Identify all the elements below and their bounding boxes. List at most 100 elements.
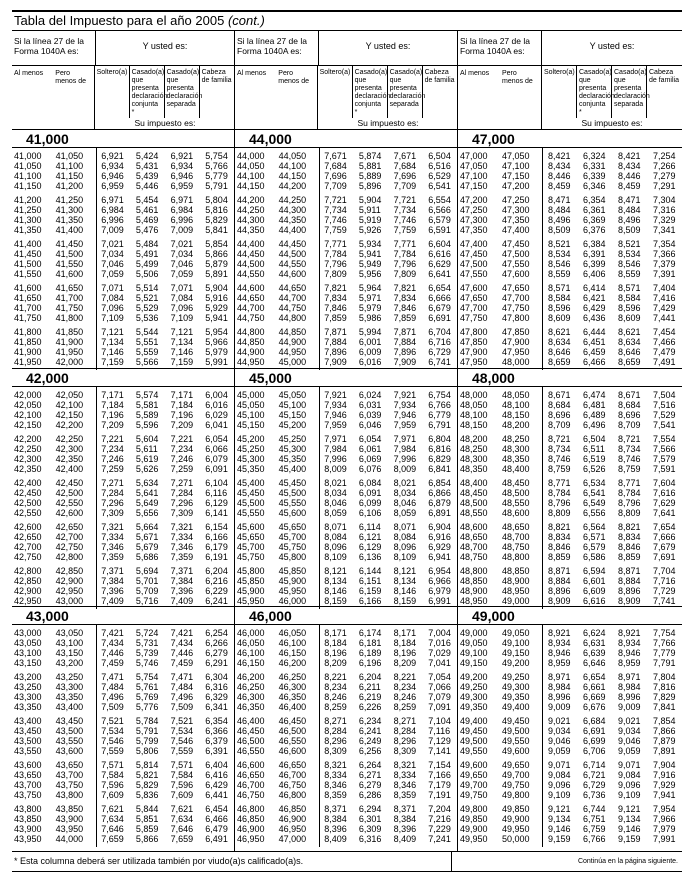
tax-head-of-household: 7,891 — [653, 746, 676, 756]
col-at-least: Al menos — [237, 70, 267, 77]
tax-married-separate: 7,334 — [170, 531, 194, 542]
but-less: 46,500 — [278, 726, 307, 736]
at-least: 47,900 — [460, 347, 488, 357]
table-row: 45,700 45,750 8,096 6,129 8,096 6,929 — [235, 542, 457, 552]
tax-married-separate: 7,121 — [170, 327, 194, 337]
tax-married-joint: 6,046 — [358, 419, 382, 430]
table-row: 41,600 41,650 7,071 5,514 7,071 5,904 — [12, 283, 234, 293]
but-less: 48,900 — [502, 575, 530, 586]
tax-single: 7,084 — [101, 293, 124, 303]
tax-married-joint: 6,564 — [583, 521, 606, 532]
row-group: 48,200 48,250 8,721 6,504 8,721 7,554 48,250 48… — [458, 434, 682, 474]
table-row: 41,350 41,400 7,009 5,476 7,009 5,841 — [12, 225, 234, 235]
tax-head-of-household: 6,441 — [205, 790, 228, 800]
tax-married-separate: 6,984 — [170, 205, 194, 215]
tax-married-separate: 8,409 — [393, 834, 417, 844]
table-row: 43,600 43,650 7,571 5,814 7,571 6,404 — [12, 760, 234, 770]
tax-single: 8,596 — [548, 303, 571, 313]
tax-married-separate: 8,784 — [618, 487, 641, 498]
col-at-least: Al menos — [460, 70, 490, 77]
tax-head-of-household: 7,279 — [653, 171, 676, 181]
row-group: 47,800 47,850 8,621 6,444 8,621 7,454 47,850 47… — [458, 327, 682, 367]
but-less: 44,400 — [278, 225, 307, 235]
table-row: 48,150 48,200 8,709 6,496 8,709 7,541 — [458, 420, 682, 430]
tax-married-joint: 6,039 — [358, 409, 382, 420]
tax-married-joint: 6,016 — [358, 357, 382, 367]
tax-single: 7,284 — [101, 487, 124, 498]
at-least: 46,700 — [237, 780, 265, 790]
row-group: 45,200 45,250 7,971 6,054 7,971 6,804 45,250 45… — [235, 434, 457, 474]
tax-head-of-household: 6,654 — [428, 283, 451, 293]
table-row: 46,200 46,250 8,221 6,204 8,221 7,054 — [235, 672, 457, 682]
table-row: 45,550 45,600 8,059 6,106 8,059 6,891 — [235, 508, 457, 518]
tax-married-separate: 7,521 — [170, 716, 194, 726]
tax-married-separate: 7,071 — [170, 283, 194, 293]
tax-single: 7,509 — [101, 702, 124, 712]
but-less: 49,600 — [502, 746, 530, 756]
at-least: 43,750 — [14, 790, 42, 800]
tax-head-of-household: 7,329 — [653, 215, 676, 225]
table-row: 45,050 45,100 7,934 6,031 7,934 6,766 — [235, 400, 457, 410]
tax-married-separate: 9,134 — [618, 814, 641, 824]
tax-married-separate: 7,684 — [393, 161, 417, 171]
row-group: 44,000 44,050 7,671 5,874 7,671 6,504 44,050 44… — [235, 151, 457, 191]
tax-head-of-household: 6,691 — [428, 313, 451, 323]
at-least: 47,150 — [460, 181, 488, 191]
tax-single: 8,984 — [548, 682, 571, 692]
tax-head-of-household: 6,904 — [428, 521, 451, 532]
tax-single: 8,371 — [324, 804, 347, 814]
tax-head-of-household: 6,404 — [205, 760, 228, 770]
tax-married-joint: 6,159 — [358, 585, 382, 596]
at-least: 49,250 — [460, 682, 488, 692]
tax-head-of-household: 6,479 — [205, 824, 228, 834]
but-less: 48,700 — [502, 531, 530, 542]
tax-single: 7,984 — [324, 443, 347, 454]
at-least: 41,350 — [14, 225, 42, 235]
tax-single: 7,321 — [101, 521, 124, 532]
tax-married-joint: 6,309 — [358, 824, 382, 834]
tax-married-separate: 6,921 — [170, 151, 194, 161]
but-less: 42,250 — [55, 433, 84, 444]
tax-head-of-household: 7,766 — [653, 638, 676, 648]
but-less: 45,800 — [278, 551, 307, 562]
but-less: 48,550 — [502, 497, 530, 508]
tax-head-of-household: 6,816 — [428, 443, 451, 454]
tax-married-separate: 8,034 — [393, 487, 417, 498]
tax-married-joint: 5,829 — [135, 780, 159, 790]
tax-married-separate: 8,609 — [618, 313, 641, 323]
tax-married-joint: 6,376 — [583, 225, 606, 235]
filing-status-label: Y usted es: — [142, 41, 188, 51]
table-row: 48,450 48,500 8,784 6,541 8,784 7,616 — [458, 488, 682, 498]
table-row: 44,700 44,750 7,846 5,979 7,846 6,679 — [235, 303, 457, 313]
tax-married-joint: 6,256 — [358, 746, 382, 756]
tax-married-joint: 6,496 — [583, 419, 606, 430]
tax-head-of-household: 5,991 — [205, 357, 228, 367]
tax-married-separate: 6,946 — [170, 171, 194, 181]
but-less: 43,450 — [55, 716, 84, 726]
tax-single: 7,271 — [101, 477, 124, 488]
tax-married-separate: 8,184 — [393, 638, 417, 648]
at-least: 47,450 — [460, 249, 488, 259]
your-tax-label: Su impuesto es: — [357, 118, 419, 128]
row-group: 46,000 46,050 8,171 6,174 8,171 7,004 46,050 46… — [235, 628, 457, 668]
tax-married-joint: 6,729 — [583, 780, 606, 790]
but-less: 47,850 — [502, 327, 530, 337]
but-less: 49,750 — [502, 780, 530, 790]
tax-married-joint: 6,331 — [583, 161, 606, 171]
tax-married-joint: 6,571 — [583, 531, 606, 542]
tax-married-joint: 6,024 — [358, 389, 382, 400]
tax-single: 7,759 — [324, 225, 347, 235]
tax-head-of-household: 5,841 — [205, 225, 228, 235]
at-least: 43,650 — [14, 770, 42, 780]
table-row: 49,300 49,350 8,996 6,669 8,996 7,829 — [458, 692, 682, 702]
tax-head-of-household: 7,991 — [653, 834, 676, 844]
block-heading: 48,000 — [458, 369, 682, 387]
tax-married-joint: 5,536 — [135, 313, 159, 323]
tax-table: Si la línea 27 de la Forma 1040A es: Y us… — [12, 31, 682, 851]
table-row: 43,100 43,150 7,446 5,739 7,446 6,279 — [12, 648, 234, 658]
block-rows: 48,000 48,050 8,671 6,474 8,671 7,504 48,050 48… — [458, 386, 682, 609]
tax-married-separate: 7,921 — [393, 389, 417, 400]
tax-married-separate: 7,596 — [170, 780, 194, 790]
at-least: 46,450 — [237, 726, 265, 736]
table-row: 45,650 45,700 8,084 6,121 8,084 6,916 — [235, 532, 457, 542]
